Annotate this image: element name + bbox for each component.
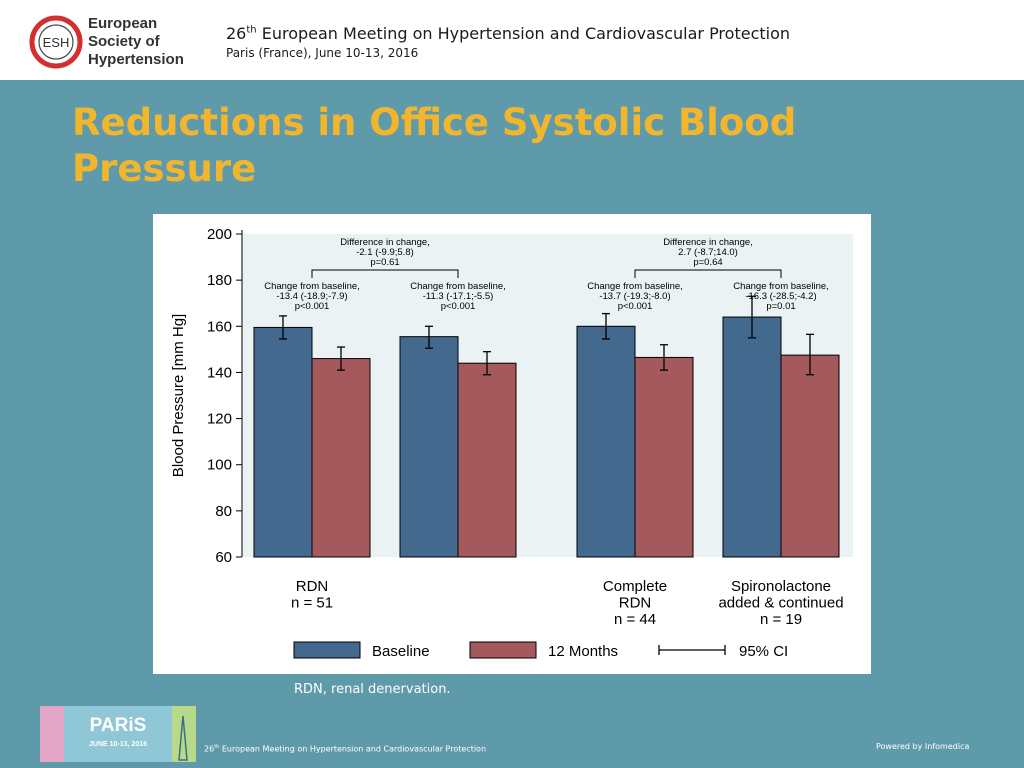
y-axis-label: Blood Pressure [mm Hg] <box>170 314 187 477</box>
bar-baseline-1 <box>399 336 459 558</box>
badge-dates: JUNE 10-13, 2016 <box>89 741 147 748</box>
badge-title: PARiS <box>90 715 147 736</box>
meeting-ordinal: th <box>246 24 257 36</box>
change-annotation-3-2: p=0.01 <box>766 301 795 312</box>
difference-annotation-1-2: p=0.64 <box>693 257 722 268</box>
legend-label-ci: 95% CI <box>739 643 788 660</box>
y-tick-label-0: 60 <box>215 549 232 566</box>
category-label-3-1: added & continued <box>718 595 843 612</box>
footer-meeting-title: European Meeting on Hypertension and Car… <box>219 744 487 754</box>
meeting-title-text: European Meeting on Hypertension and Car… <box>256 24 791 43</box>
esh-logo-line-2: Society of <box>88 33 160 50</box>
chart-panel: 60 80 100 120 140 160 180 200 Blood Pressure [mm… <box>153 214 871 674</box>
legend-swatch-12-months <box>469 641 537 659</box>
y-tick-label-7: 200 <box>207 226 232 243</box>
slide-title: Reductions in Office Systolic Blood Pres… <box>72 101 797 190</box>
esh-logo-text: European Society of Hypertension <box>88 15 184 69</box>
change-annotation-1-1: -11.3 (-17.1;-5.5) <box>423 291 494 302</box>
change-annotation-1-0: Change from baseline, <box>410 281 506 292</box>
difference-annotation-0-0: Difference in change, <box>340 237 430 248</box>
difference-bracket-1 <box>634 269 782 278</box>
difference-annotation-1-0: Difference in change, <box>663 237 753 248</box>
meeting-title: 26th European Meeting on Hypertension an… <box>226 24 790 43</box>
difference-annotation-0-2: p=0.61 <box>370 257 399 268</box>
badge-background <box>40 706 196 762</box>
y-tick-label-1: 80 <box>215 503 232 520</box>
bar-baseline-3 <box>722 316 782 558</box>
legend-swatch-baseline <box>293 641 361 659</box>
bar-12-months-3 <box>780 354 840 558</box>
category-label-1-0: MEDICAL <box>425 578 492 595</box>
eiffel-tower-icon <box>178 715 188 761</box>
bar-12-months-1 <box>457 362 517 558</box>
footnote: RDN, renal denervation. <box>294 682 451 697</box>
change-annotation-3-1: -16.3 (-28.5;-4.2) <box>745 291 816 302</box>
change-annotation-2-0: Change from baseline, <box>587 281 683 292</box>
bar-baseline-2 <box>576 325 636 558</box>
y-tick-label-3: 120 <box>207 411 232 428</box>
difference-bracket-0 <box>311 269 459 278</box>
legend-label-12-months: 12 Months <box>548 643 618 660</box>
bar-12-months-0 <box>311 358 371 558</box>
esh-logo-initials: ESH <box>43 35 70 50</box>
category-label-1-1: n = 50 <box>437 595 479 612</box>
change-annotation-0-1: -13.4 (-18.9;-7.9) <box>276 291 347 302</box>
paris-congress-badge: PARiS JUNE 10-13, 2016 <box>40 706 196 762</box>
y-tick-label-6: 180 <box>207 272 232 289</box>
change-annotation-0-0: Change from baseline, <box>264 281 360 292</box>
change-annotation-0-2: p<0.001 <box>295 301 330 312</box>
esh-logo-line-3: Hypertension <box>88 51 184 68</box>
change-annotation-2-2: p<0.001 <box>618 301 653 312</box>
category-label-2-2: n = 44 <box>614 611 656 628</box>
footer-meeting-text: 26th European Meeting on Hypertension an… <box>204 744 486 754</box>
category-label-2-0: Complete <box>603 578 667 595</box>
esh-logo-line-1: European <box>88 15 158 32</box>
bar-baseline-0 <box>253 326 313 558</box>
category-label-2-1: RDN <box>619 595 652 612</box>
category-label-3-0: Spironolactone <box>731 578 831 595</box>
bar-chart: 60 80 100 120 140 160 180 200 Blood Pressure [mm… <box>170 226 853 660</box>
change-annotation-1-2: p<0.001 <box>441 301 476 312</box>
legend-label-baseline: Baseline <box>372 643 430 660</box>
meeting-subtitle: Paris (France), June 10-13, 2016 <box>226 46 419 60</box>
y-tick-label-4: 140 <box>207 364 232 381</box>
difference-annotation-0-1: -2.1 (-9.9;5.8) <box>356 247 414 258</box>
category-label-0-0: RDN <box>296 578 329 595</box>
footer-meeting-number: 26 <box>204 744 215 754</box>
footer-meeting-ordinal: th <box>214 744 220 750</box>
header-bar: ESH European Society of Hypertension 26t… <box>0 0 1024 80</box>
bar-12-months-2 <box>634 356 694 558</box>
powered-by: Powered by Infomedica <box>876 742 970 751</box>
category-label-3-2: n = 19 <box>760 611 802 628</box>
meeting-number: 26 <box>226 24 247 43</box>
badge-stripe-pink <box>40 706 64 762</box>
y-tick-label-2: 100 <box>207 457 232 474</box>
esh-logo-inner-ring-icon <box>38 24 74 60</box>
category-label-0-1: n = 51 <box>291 595 333 612</box>
esh-logo: ESH <box>29 15 83 69</box>
difference-annotation-1-1: 2.7 (-8.7;14.0) <box>678 247 738 258</box>
change-annotation-3-0: Change from baseline, <box>733 281 829 292</box>
y-tick-label-5: 160 <box>207 318 232 335</box>
change-annotation-2-1: -13.7 (-19.3;-8.0) <box>599 291 670 302</box>
